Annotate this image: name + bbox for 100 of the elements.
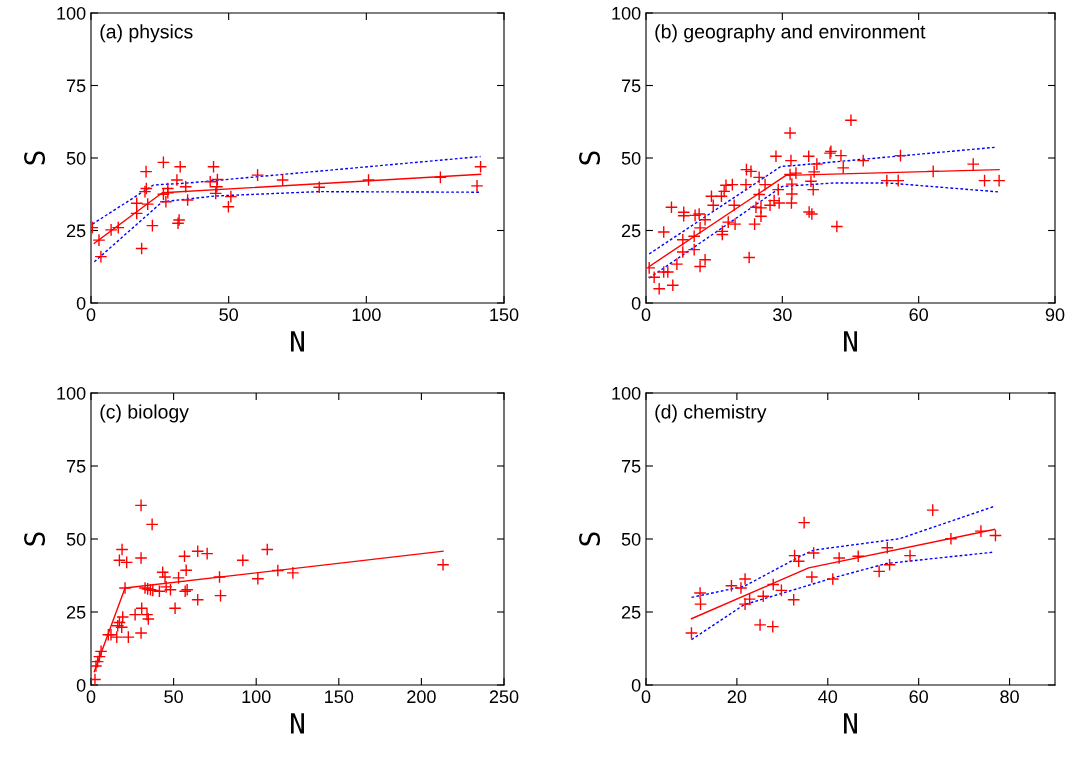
point bbox=[158, 570, 172, 584]
point bbox=[224, 190, 238, 204]
y-tick-label: 75 bbox=[66, 79, 86, 93]
point bbox=[181, 193, 195, 207]
point bbox=[470, 179, 484, 193]
y-tick-label: 25 bbox=[66, 224, 86, 238]
point bbox=[788, 549, 802, 563]
point bbox=[926, 503, 940, 517]
point bbox=[210, 180, 224, 194]
point bbox=[236, 553, 250, 567]
point bbox=[684, 626, 698, 640]
point bbox=[156, 565, 170, 579]
line-series bbox=[690, 551, 995, 641]
point bbox=[120, 555, 134, 569]
y-tick-label: 50 bbox=[621, 532, 641, 546]
line-series bbox=[93, 190, 482, 263]
point bbox=[807, 546, 821, 560]
annotation: (d) chemistry bbox=[655, 404, 767, 423]
x-tick-label: 0 bbox=[641, 690, 651, 704]
point bbox=[693, 586, 707, 600]
y-tick-label: 75 bbox=[66, 460, 86, 473]
y-tick-label: 100 bbox=[57, 386, 86, 400]
annotation: (c) biology bbox=[100, 404, 189, 423]
point bbox=[94, 250, 108, 264]
point bbox=[734, 581, 748, 595]
point bbox=[134, 551, 148, 565]
point bbox=[851, 549, 865, 563]
point bbox=[115, 620, 129, 634]
x-axis-title: N bbox=[844, 713, 857, 734]
point bbox=[121, 630, 135, 644]
point bbox=[159, 195, 173, 209]
point bbox=[207, 160, 221, 174]
point bbox=[738, 572, 752, 586]
x-tick-label: 80 bbox=[1000, 690, 1019, 704]
point bbox=[134, 626, 148, 640]
y-tick-label: 100 bbox=[612, 6, 641, 20]
annotation: (a) physics bbox=[100, 24, 193, 43]
y-tick-label: 50 bbox=[621, 151, 641, 165]
point bbox=[209, 186, 223, 200]
point bbox=[724, 579, 738, 593]
y-axis-title: S bbox=[579, 532, 601, 546]
point bbox=[872, 564, 886, 578]
point bbox=[138, 185, 152, 199]
x-tick-label: 30 bbox=[772, 308, 792, 322]
point bbox=[213, 570, 227, 584]
point bbox=[312, 180, 326, 194]
point bbox=[115, 543, 129, 557]
point bbox=[362, 173, 376, 187]
point bbox=[173, 160, 187, 174]
point bbox=[883, 558, 897, 572]
x-axis-title: N bbox=[291, 331, 304, 352]
point bbox=[141, 612, 155, 626]
point bbox=[260, 543, 274, 557]
x-tick-label: 40 bbox=[818, 690, 838, 704]
point bbox=[200, 547, 214, 561]
point bbox=[112, 553, 126, 567]
point bbox=[203, 175, 217, 189]
point bbox=[787, 593, 801, 607]
x-tick-label: 20 bbox=[727, 690, 747, 704]
y-axis-title: S bbox=[24, 151, 46, 165]
y-tick-label: 0 bbox=[631, 296, 641, 310]
y-tick-label: 0 bbox=[631, 678, 641, 692]
point bbox=[974, 524, 988, 538]
y-tick-label: 75 bbox=[621, 79, 641, 93]
y-tick-label: 75 bbox=[621, 460, 641, 473]
y-tick-label: 50 bbox=[66, 151, 86, 165]
point bbox=[130, 206, 144, 220]
line-series bbox=[648, 146, 997, 255]
x-axis-title: N bbox=[291, 713, 304, 734]
y-tick-label: 100 bbox=[57, 6, 86, 20]
line-series bbox=[91, 155, 482, 225]
point bbox=[826, 572, 840, 586]
point bbox=[797, 516, 811, 530]
point bbox=[214, 589, 228, 603]
point bbox=[130, 196, 144, 210]
point bbox=[135, 241, 149, 255]
point bbox=[104, 223, 118, 237]
point bbox=[903, 549, 917, 563]
x-tick-label: 150 bbox=[490, 308, 519, 322]
point bbox=[753, 618, 767, 632]
y-tick-label: 25 bbox=[66, 605, 86, 619]
x-tick-label: 0 bbox=[86, 690, 96, 704]
point bbox=[221, 200, 235, 214]
point bbox=[170, 173, 184, 187]
y-tick-label: 25 bbox=[621, 224, 641, 238]
x-tick-label: 0 bbox=[86, 308, 96, 322]
point bbox=[805, 570, 819, 584]
line-series bbox=[690, 505, 995, 599]
x-tick-label: 50 bbox=[219, 308, 238, 322]
line-series bbox=[648, 182, 1000, 279]
point bbox=[774, 583, 788, 597]
y-tick-label: 50 bbox=[66, 532, 86, 546]
point bbox=[91, 655, 105, 669]
x-axis-title: N bbox=[844, 331, 857, 352]
y-tick-label: 25 bbox=[621, 605, 641, 619]
x-tick-label: 100 bbox=[352, 308, 381, 322]
point bbox=[92, 650, 106, 664]
x-tick-label: 60 bbox=[909, 690, 928, 704]
point bbox=[177, 549, 192, 563]
point bbox=[433, 170, 447, 184]
